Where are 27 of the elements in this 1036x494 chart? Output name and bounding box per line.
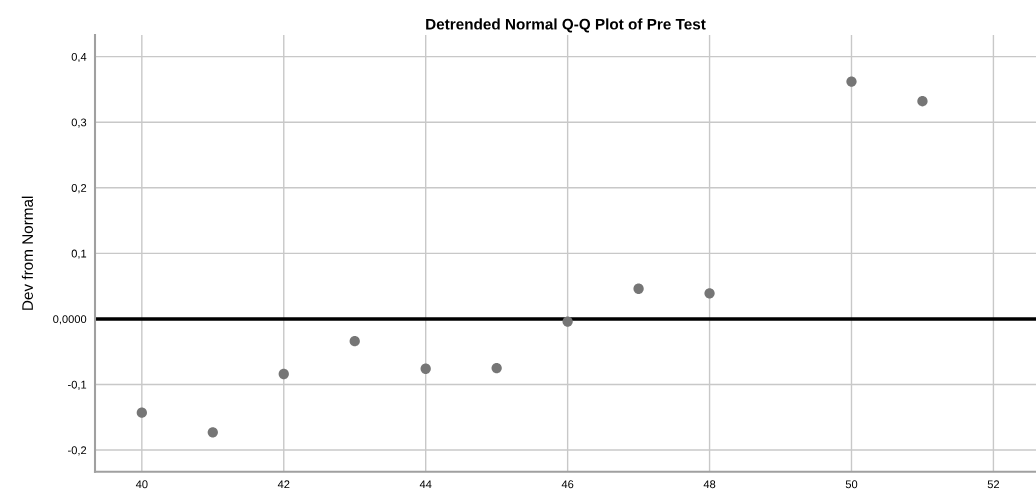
x-tick-label: 44 [419,480,432,489]
chart-title: Detrended Normal Q-Q Plot of Pre Test [426,18,706,33]
point [633,283,644,294]
point [136,407,147,418]
x-tick-label: 52 [987,480,1000,489]
x-tick-label: 46 [561,480,574,489]
point [278,368,289,380]
y-tick-label: 0,4 [71,52,87,63]
point [420,363,431,374]
y-tick-label: -0,1 [68,380,87,390]
point [562,316,573,327]
point [491,362,502,374]
y-tick-label: 0,3 [71,118,87,128]
y-tick-label: -0,2 [68,446,87,456]
y-tick-label: 0,2 [71,184,87,194]
x-tick-label: 40 [135,480,148,489]
point [917,96,928,107]
y-tick-label: 0,0000 [53,315,87,325]
point [349,336,360,347]
point [207,427,218,438]
x-tick-label: 42 [277,480,290,489]
y-tick-label: 0,1 [71,249,87,259]
point [846,76,857,87]
point [704,288,715,299]
x-tick-label: 50 [845,480,858,489]
y-axis-title: Dev from Normal [21,196,33,310]
x-tick-label: 48 [703,480,716,489]
